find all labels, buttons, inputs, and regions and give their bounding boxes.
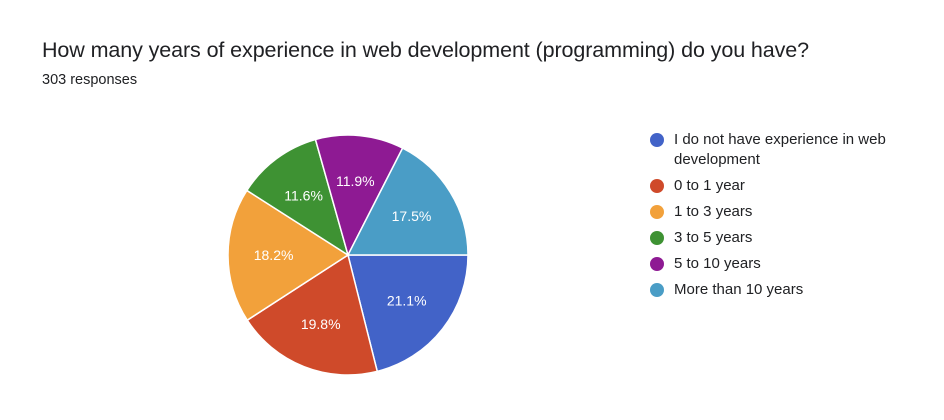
legend-item[interactable]: 3 to 5 years xyxy=(650,228,930,248)
legend-swatch-icon xyxy=(650,257,664,271)
response-count: 303 responses xyxy=(42,72,138,88)
slice-0-to-1-year[interactable] xyxy=(246,253,379,376)
legend-swatch-icon xyxy=(650,205,664,219)
chart-title: How many years of experience in web deve… xyxy=(42,38,809,62)
slice-value-label: 21.1% xyxy=(387,293,427,309)
legend-item[interactable]: 0 to 1 year xyxy=(650,176,930,196)
slice-1-to-3-years[interactable] xyxy=(227,189,350,322)
slice-value-label: 19.8% xyxy=(301,316,341,332)
slice-value-label: 18.2% xyxy=(254,247,294,263)
slice-3-to-5-years[interactable] xyxy=(245,138,350,257)
legend-item[interactable]: I do not have experience in web developm… xyxy=(650,130,930,170)
legend-label: 5 to 10 years xyxy=(674,255,761,272)
legend-label: 3 to 5 years xyxy=(674,229,753,246)
slice-value-label: 11.6% xyxy=(284,187,323,203)
legend-item[interactable]: 5 to 10 years xyxy=(650,254,930,274)
legend-swatch-icon xyxy=(650,231,664,245)
legend-label: More than 10 years xyxy=(674,281,804,298)
legend-label: 1 to 3 years xyxy=(674,203,753,220)
slice-5-to-10-years[interactable] xyxy=(314,134,404,258)
legend-label: 0 to 1 year xyxy=(674,177,745,194)
slice-no-experience[interactable] xyxy=(347,254,469,373)
legend-swatch-icon xyxy=(650,133,664,147)
legend-label: I do not have experience in web developm… xyxy=(674,131,886,168)
legend-swatch-icon xyxy=(650,283,664,297)
slice-more-than-10-years[interactable] xyxy=(346,147,469,256)
legend-item[interactable]: 1 to 3 years xyxy=(650,202,930,222)
legend-item[interactable]: More than 10 years xyxy=(650,280,930,300)
legend-swatch-icon xyxy=(650,179,664,193)
slice-value-label: 11.9% xyxy=(336,173,375,189)
slice-value-label: 17.5% xyxy=(392,208,432,224)
chart-legend: I do not have experience in web developm… xyxy=(650,130,930,306)
